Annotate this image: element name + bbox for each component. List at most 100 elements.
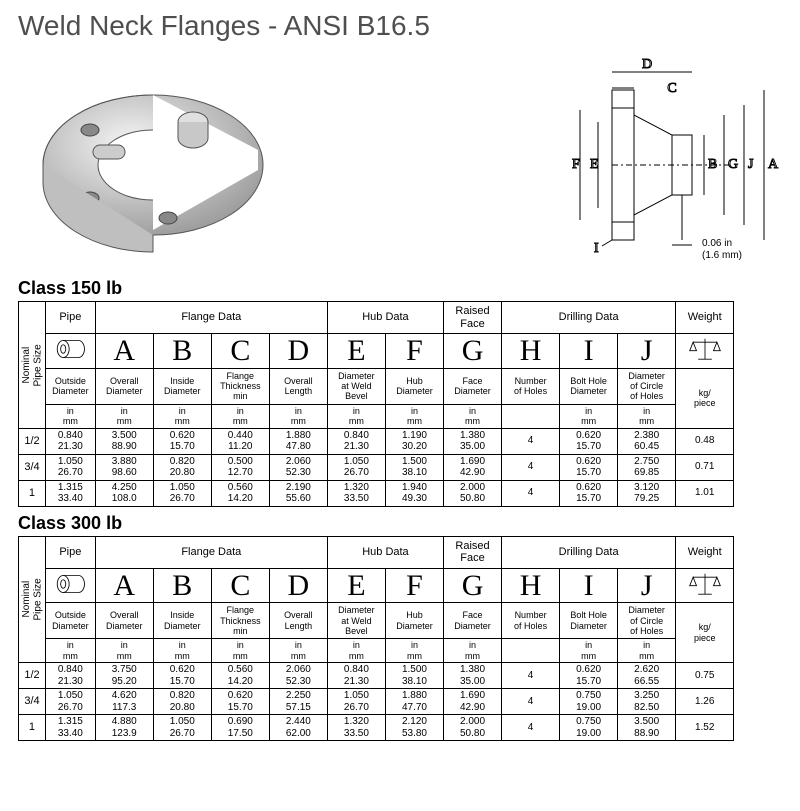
scale-icon [676, 334, 734, 369]
hub-data-hdr: Hub Data [327, 536, 443, 568]
weight-cell: 0.48 [676, 428, 734, 454]
data-cell: 2.00050.80 [444, 715, 502, 741]
svg-text:F: F [572, 157, 580, 172]
flange-table: NominalPipe SizePipeFlange DataHub DataR… [18, 536, 782, 742]
svg-text:G: G [728, 157, 738, 172]
data-cell: 0.62015.70 [560, 663, 618, 689]
data-cell: 1.38035.00 [444, 663, 502, 689]
col-letter-I: I [560, 568, 618, 603]
data-cell: 3.25082.50 [618, 689, 676, 715]
weight-hdr: Weight [676, 302, 734, 334]
col-desc: Bolt HoleDiameter [560, 368, 618, 404]
svg-text:A: A [768, 157, 779, 172]
data-cell: 2.75069.85 [618, 454, 676, 480]
nominal-pipe-size-label: NominalPipe Size [19, 536, 46, 663]
data-cell: 1.05026.70 [45, 689, 95, 715]
data-cell: 0.84021.30 [45, 428, 95, 454]
size-cell: 1/2 [19, 428, 46, 454]
svg-text:J: J [748, 157, 754, 172]
data-cell: 2.00050.80 [444, 480, 502, 506]
flange-dim-svg: D C F E B G J A I [472, 50, 782, 270]
data-cell: 0.62015.70 [560, 454, 618, 480]
unit-inmm: inmm [327, 404, 385, 428]
col-desc: Diameterof Circleof Holes [618, 603, 676, 639]
size-cell: 1 [19, 480, 46, 506]
data-cell: 1.05026.70 [327, 689, 385, 715]
col-letter-J: J [618, 568, 676, 603]
kg-piece: kg/piece [676, 368, 734, 428]
unit-inmm: inmm [385, 639, 443, 663]
col-letter-C: C [211, 334, 269, 369]
data-cell: 4.880123.9 [95, 715, 153, 741]
data-cell: 0.69017.50 [211, 715, 269, 741]
col-letter-I: I [560, 334, 618, 369]
unit-inmm: inmm [385, 404, 443, 428]
data-cell: 4 [502, 454, 560, 480]
svg-text:E: E [590, 157, 599, 172]
col-letter-B: B [153, 334, 211, 369]
unit-inmm: inmm [444, 639, 502, 663]
nominal-pipe-size-label: NominalPipe Size [19, 302, 46, 429]
unit-inmm: inmm [560, 404, 618, 428]
col-letter-A: A [95, 334, 153, 369]
data-cell: 3.12079.25 [618, 480, 676, 506]
data-cell: 1.05026.70 [45, 454, 95, 480]
data-cell: 1.50038.10 [385, 454, 443, 480]
data-cell: 1.50038.10 [385, 663, 443, 689]
col-letter-E: E [327, 568, 385, 603]
data-cell: 1.88047.70 [385, 689, 443, 715]
drilling-data-hdr: Drilling Data [502, 302, 676, 334]
data-cell: 3.75095.20 [95, 663, 153, 689]
col-letter-J: J [618, 334, 676, 369]
col-letter-G: G [444, 568, 502, 603]
data-cell: 2.06052.30 [269, 454, 327, 480]
col-desc: InsideDiameter [153, 603, 211, 639]
data-cell: 1.19030.20 [385, 428, 443, 454]
data-cell: 2.12053.80 [385, 715, 443, 741]
data-cell: 0.62015.70 [211, 689, 269, 715]
page-title: Weld Neck Flanges - ANSI B16.5 [18, 10, 782, 42]
data-cell: 1.69042.90 [444, 454, 502, 480]
data-cell: 1.05026.70 [327, 454, 385, 480]
col-desc: FlangeThicknessmin [211, 603, 269, 639]
col-letter-D: D [269, 568, 327, 603]
dim-note-1: 0.06 in [702, 238, 732, 249]
flange-table: NominalPipe SizePipeFlange DataHub DataR… [18, 301, 782, 507]
weight-cell: 1.52 [676, 715, 734, 741]
col-desc: HubDiameter [385, 368, 443, 404]
weight-cell: 0.71 [676, 454, 734, 480]
col-desc: Diameterof Circleof Holes [618, 368, 676, 404]
figures-row: D C F E B G J A I [18, 50, 782, 270]
data-cell: 1.32033.50 [327, 715, 385, 741]
col-letter-D: D [269, 334, 327, 369]
data-cell: 2.62066.55 [618, 663, 676, 689]
unit-inmm: inmm [45, 404, 95, 428]
tables-container: Class 150 lbNominalPipe SizePipeFlange D… [18, 278, 782, 741]
data-cell: 0.62015.70 [560, 480, 618, 506]
data-cell: 4 [502, 480, 560, 506]
col-desc: InsideDiameter [153, 368, 211, 404]
unit-blank [502, 404, 560, 428]
col-letter-H: H [502, 568, 560, 603]
data-cell: 1.31533.40 [45, 715, 95, 741]
unit-inmm: inmm [211, 639, 269, 663]
raised-face-hdr: RaisedFace [444, 302, 502, 334]
data-cell: 0.56014.20 [211, 663, 269, 689]
data-cell: 2.44062.00 [269, 715, 327, 741]
col-desc: OverallLength [269, 368, 327, 404]
data-cell: 2.38060.45 [618, 428, 676, 454]
svg-text:B: B [708, 157, 717, 172]
pipe-icon [45, 334, 95, 369]
col-desc: OverallLength [269, 603, 327, 639]
data-cell: 0.84021.30 [327, 663, 385, 689]
data-cell: 1.88047.80 [269, 428, 327, 454]
col-desc: OverallDiameter [95, 603, 153, 639]
flange-3d-svg [18, 50, 298, 270]
unit-inmm: inmm [211, 404, 269, 428]
data-cell: 1.38035.00 [444, 428, 502, 454]
data-cell: 1.94049.30 [385, 480, 443, 506]
unit-inmm: inmm [95, 404, 153, 428]
data-cell: 1.05026.70 [153, 480, 211, 506]
data-cell: 1.32033.50 [327, 480, 385, 506]
data-cell: 4 [502, 689, 560, 715]
